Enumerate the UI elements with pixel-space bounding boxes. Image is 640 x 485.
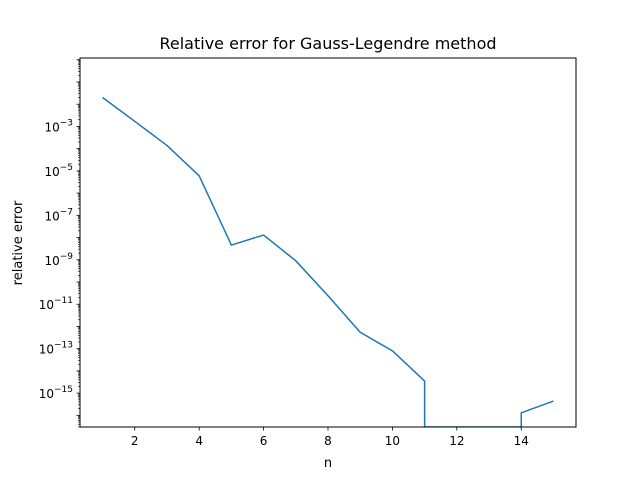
plot-frame — [79, 57, 577, 428]
y-axis-label: relative error — [11, 200, 26, 285]
plot-area — [102, 96, 554, 427]
y-tick-label: 10−13 — [39, 341, 73, 357]
x-tick-label: 10 — [385, 434, 400, 448]
y-tick-label: 10−9 — [44, 252, 73, 268]
chart-title: Relative error for Gauss-Legendre method — [159, 34, 496, 53]
y-tick-label: 10−5 — [44, 163, 73, 179]
series-line — [102, 96, 554, 427]
x-tick-label: 14 — [514, 434, 529, 448]
y-tick-label: 10−7 — [44, 207, 73, 223]
x-tick-label: 8 — [324, 434, 332, 448]
y-tick-label: 10−15 — [39, 385, 73, 401]
x-axis-ticks: 2 4 6 8 10 12 14 — [131, 427, 529, 448]
x-tick-label: 2 — [131, 434, 139, 448]
y-tick-label: 10−11 — [39, 296, 73, 312]
x-tick-label: 6 — [260, 434, 268, 448]
y-tick-label: 10−3 — [44, 118, 73, 134]
x-tick-label: 12 — [449, 434, 464, 448]
x-axis-label: n — [324, 456, 332, 471]
x-tick-label: 4 — [195, 434, 203, 448]
